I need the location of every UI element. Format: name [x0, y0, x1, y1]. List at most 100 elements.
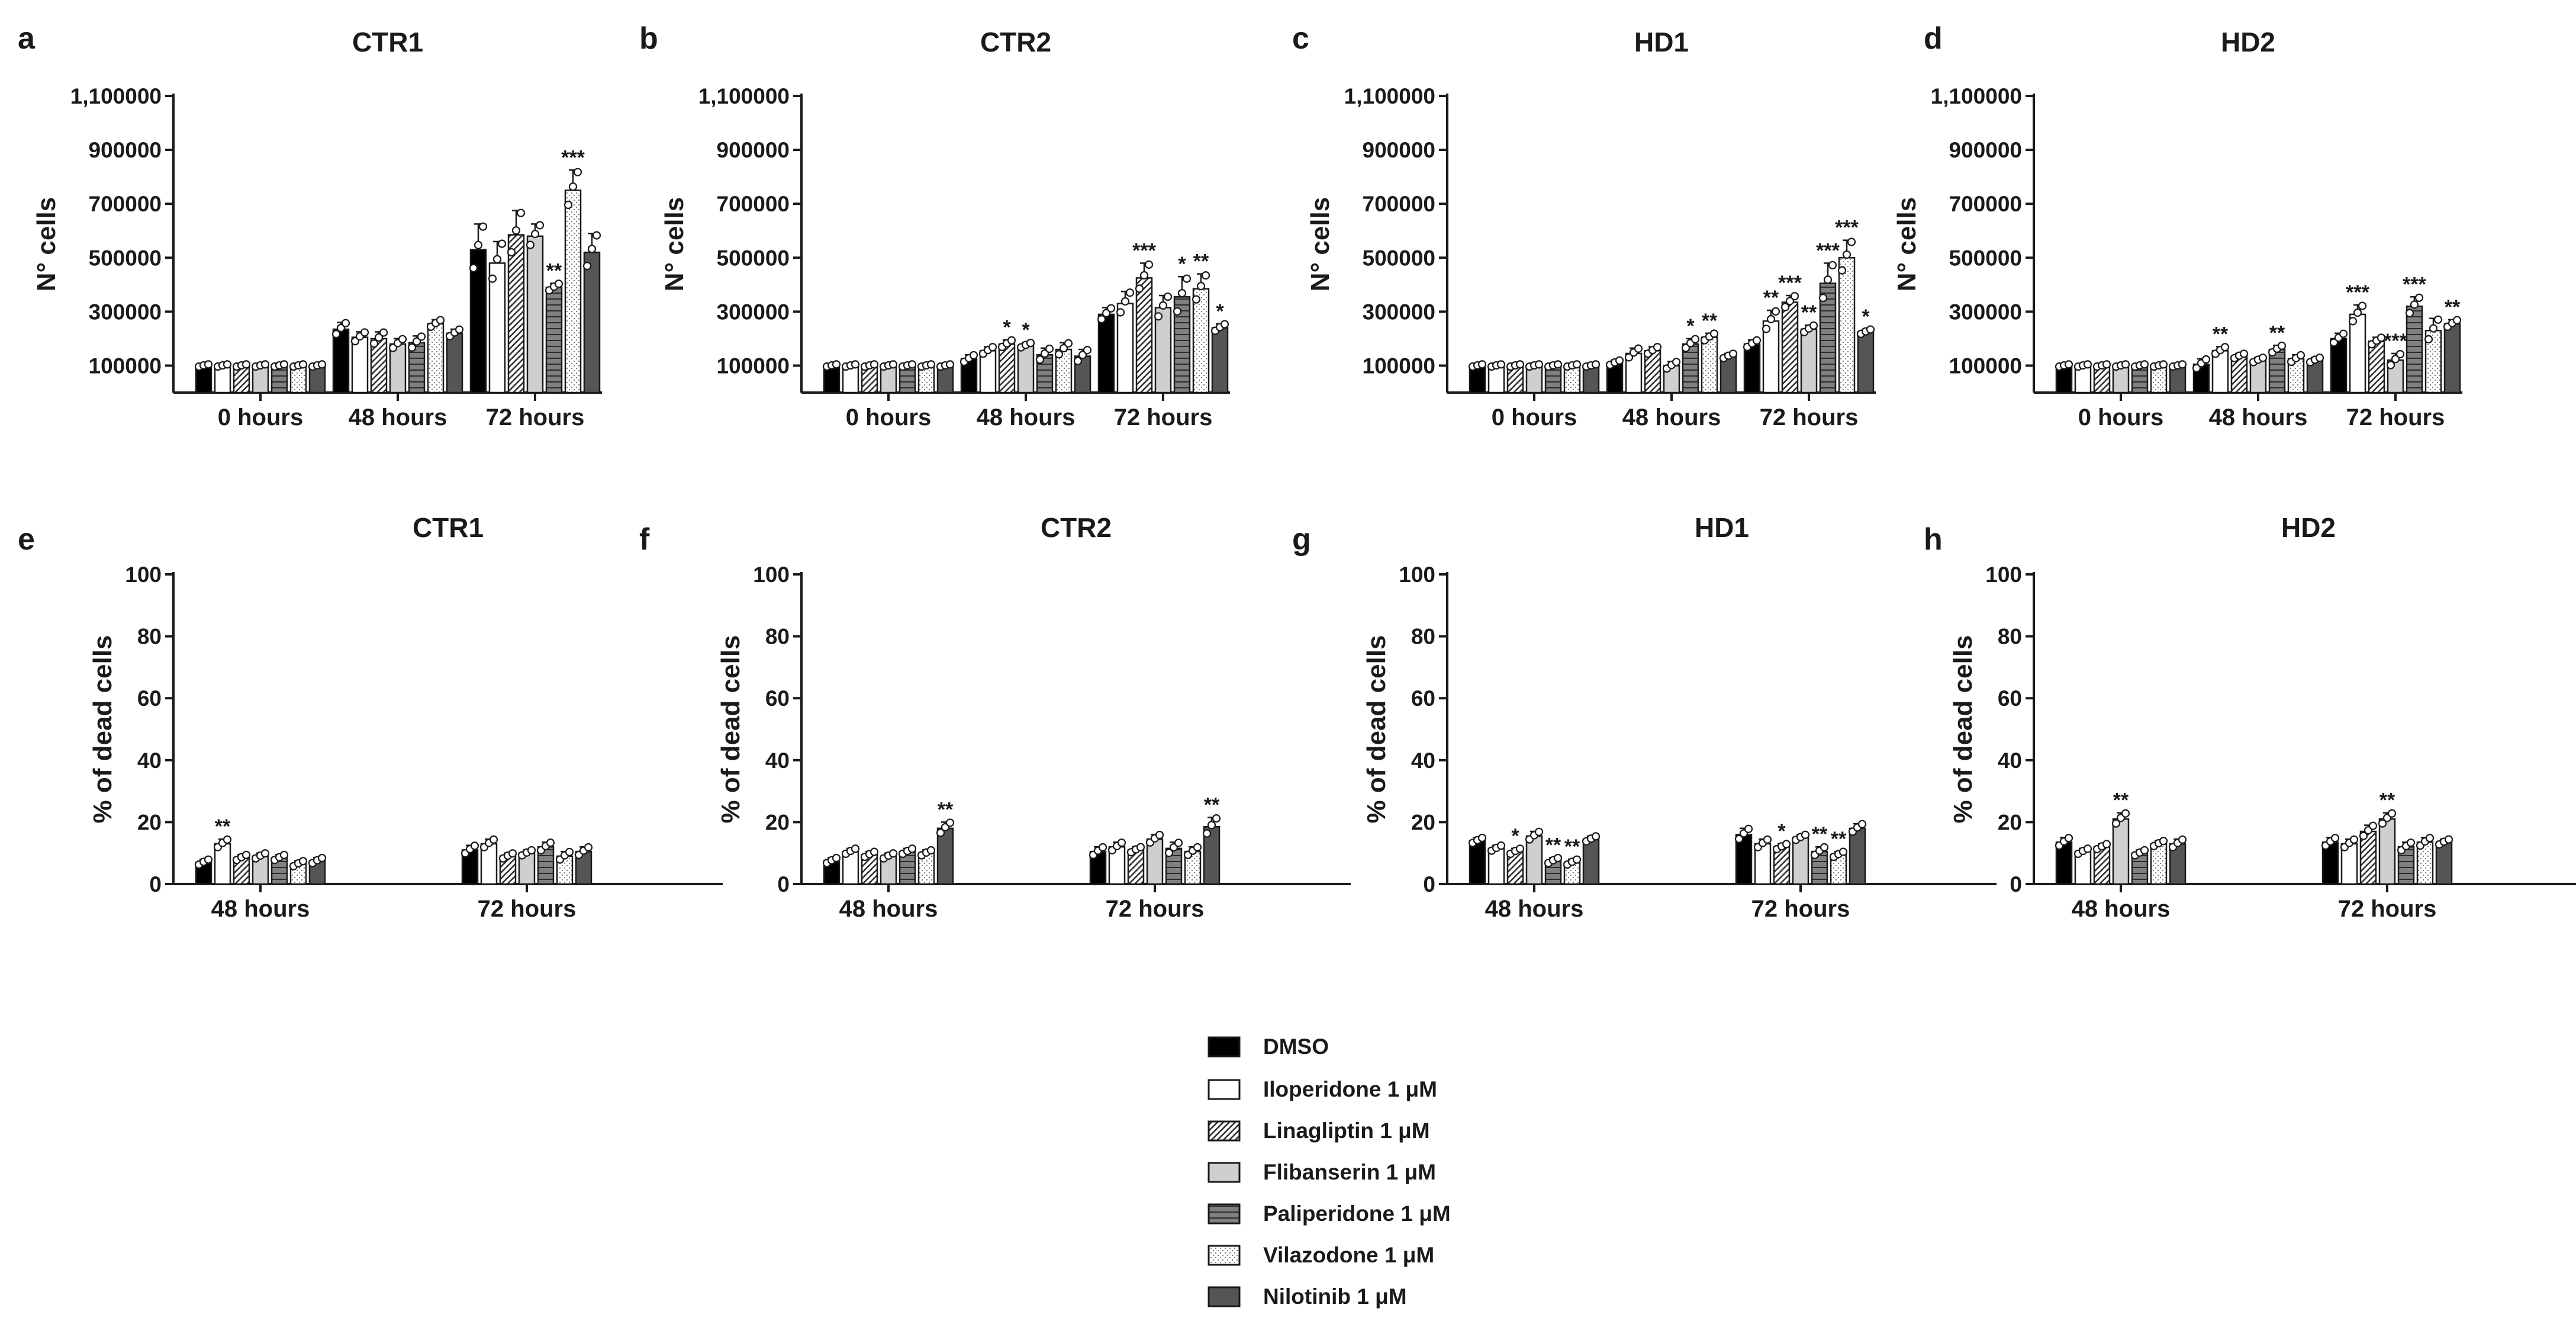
panel-letter: c — [1292, 21, 1309, 56]
data-point — [2425, 834, 2435, 843]
legend-swatch-rect — [1208, 1245, 1241, 1266]
data-point — [1158, 301, 1168, 310]
data-point — [374, 333, 384, 342]
bar — [2268, 348, 2286, 394]
chart-panel-f: f CTR2 0 20 40 60 80 100 % of dead cells 48 hours… — [639, 512, 1351, 922]
data-point — [1078, 351, 1087, 359]
bar — [1469, 840, 1486, 885]
data-point — [1139, 271, 1149, 280]
legend-label: Flibanserin 1 μM — [1263, 1160, 1436, 1184]
data-point — [1192, 295, 1201, 304]
data-point — [1207, 821, 1216, 830]
bar — [1211, 327, 1229, 394]
data-point — [1709, 329, 1719, 338]
x-tick-label: 72 hours — [1106, 896, 1205, 922]
chart-panel-a: a CTR1 100000 300000 500000 700000 900000 1,100… — [18, 21, 602, 430]
data-point — [587, 245, 597, 253]
data-point — [2424, 335, 2433, 344]
bar — [2074, 365, 2092, 394]
data-point — [1201, 271, 1210, 280]
chart-panel-b: b CTR2 100000 300000 500000 700000 900000 1,100… — [639, 21, 1230, 430]
data-point — [1120, 297, 1130, 306]
y-tick-label: 300000 — [1363, 300, 1435, 324]
panel-letter: h — [1924, 522, 1943, 557]
data-point — [2387, 809, 2397, 818]
data-point — [350, 337, 360, 346]
y-tick-label: 20 — [137, 810, 162, 834]
data-point — [582, 262, 592, 271]
data-point — [1163, 292, 1173, 301]
data-point — [907, 360, 917, 369]
data-point — [945, 360, 955, 369]
data-point — [1496, 360, 1506, 369]
significance-label: ** — [1545, 834, 1561, 857]
data-point — [407, 343, 417, 352]
panel-title: HD2 — [2281, 512, 2336, 543]
data-point — [2452, 316, 2462, 324]
data-point — [1059, 343, 1068, 353]
data-point — [1125, 288, 1135, 297]
bar — [998, 343, 1016, 394]
y-tick-label: 100000 — [1363, 354, 1435, 378]
data-point — [564, 200, 573, 210]
x-tick-label: 0 hours — [2078, 404, 2163, 430]
data-point — [1064, 339, 1073, 348]
data-point — [1828, 261, 1837, 269]
legend-item-vila: Vilazodone 1 μM — [1208, 1238, 1434, 1273]
y-tick-label: 40 — [765, 748, 790, 773]
y-tick-label: 100 — [125, 563, 162, 587]
bar — [446, 332, 463, 394]
y-tick-label: 80 — [1411, 625, 1435, 649]
data-point — [1515, 844, 1525, 853]
data-point — [1106, 304, 1116, 313]
legend-label: Vilazodone 1 μM — [1263, 1243, 1435, 1267]
data-point — [2330, 834, 2340, 843]
legend-swatch-rect — [1208, 1120, 1241, 1142]
bar — [2349, 313, 2366, 394]
bar — [1582, 838, 1600, 885]
y-tick-label: 0 — [149, 872, 162, 896]
data-point — [336, 323, 346, 333]
bar — [583, 251, 601, 394]
significance-label: *** — [1778, 272, 1802, 294]
data-point — [1823, 275, 1833, 284]
significance-label: ** — [215, 815, 231, 838]
y-tick-label: 20 — [765, 810, 790, 834]
data-point — [1220, 320, 1229, 329]
panel-title: CTR1 — [413, 512, 484, 543]
significance-label: ** — [1564, 835, 1580, 858]
data-point — [1672, 358, 1681, 367]
significance-label: ** — [938, 798, 954, 821]
significance-label: ** — [1831, 828, 1847, 850]
data-point — [1196, 282, 1206, 291]
bar — [1849, 827, 1866, 885]
panel-letter: a — [18, 21, 36, 56]
x-tick-label: 48 hours — [839, 896, 938, 922]
bar — [2359, 830, 2377, 885]
data-point — [2121, 360, 2130, 369]
y-tick-label: 1,100000 — [1931, 84, 2022, 108]
data-point — [1809, 321, 1818, 330]
x-tick-label: 72 hours — [486, 404, 585, 430]
legend-swatch-rect — [1208, 1203, 1241, 1225]
data-point — [2358, 301, 2367, 310]
y-tick-label: 300000 — [89, 300, 162, 324]
data-point — [1496, 841, 1506, 850]
data-point — [1202, 829, 1212, 838]
significance-label: ** — [1193, 250, 1209, 273]
y-tick-label: 500000 — [717, 246, 790, 270]
data-point — [1102, 308, 1111, 317]
data-point — [1634, 344, 1643, 353]
data-point — [1857, 820, 1867, 828]
data-point — [969, 351, 978, 360]
data-point — [592, 231, 601, 240]
data-point — [412, 337, 421, 346]
data-point — [1801, 830, 1810, 839]
panel-letter: f — [639, 522, 650, 557]
bar — [1800, 328, 1818, 394]
legend-label: Paliperidone 1 μM — [1263, 1201, 1451, 1226]
y-tick-label: 0 — [777, 872, 790, 896]
y-tick-label: 60 — [1411, 686, 1435, 711]
data-point — [1154, 312, 1163, 321]
panel-letter: d — [1924, 21, 1943, 56]
